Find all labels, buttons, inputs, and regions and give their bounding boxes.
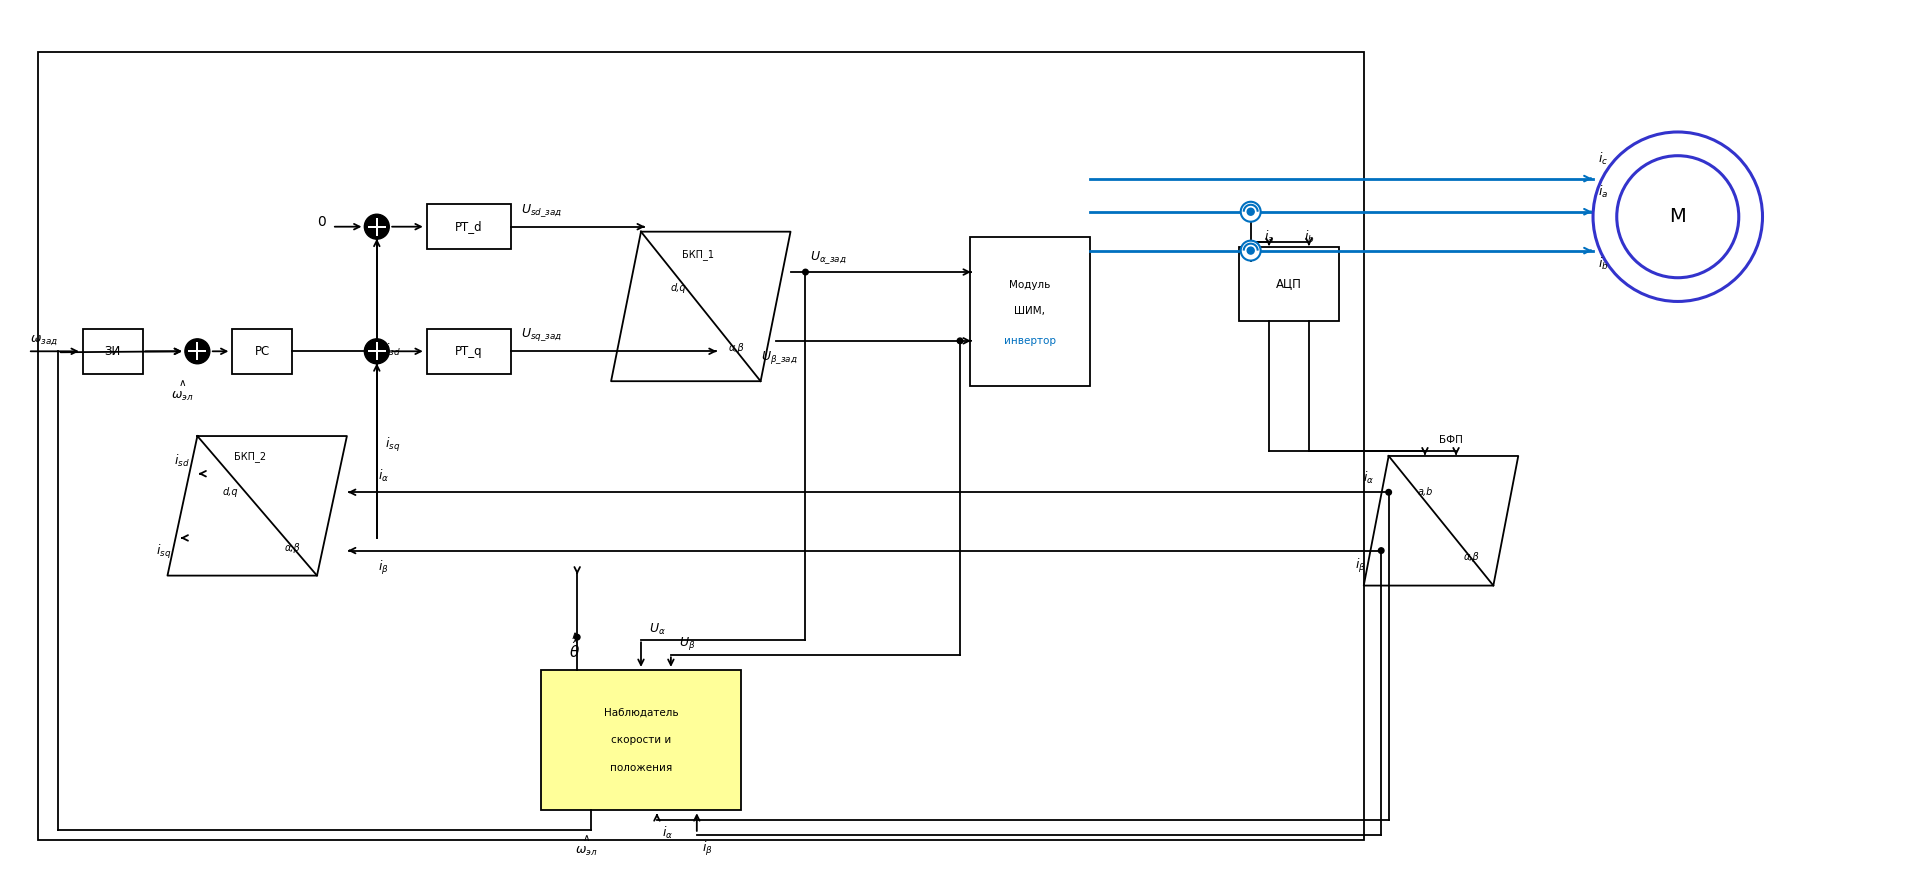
FancyBboxPatch shape	[426, 329, 511, 374]
Text: РТ_q: РТ_q	[455, 345, 482, 358]
Text: БФП: БФП	[1438, 435, 1463, 445]
Text: $i_{\beta}$: $i_{\beta}$	[703, 840, 712, 857]
Text: скорости и: скорости и	[611, 735, 672, 745]
Text: $i_b$: $i_b$	[1304, 228, 1313, 245]
Circle shape	[184, 339, 209, 364]
Circle shape	[1248, 247, 1254, 254]
FancyBboxPatch shape	[83, 329, 142, 374]
Text: 0: 0	[317, 215, 326, 228]
Text: $\hat{\theta}$: $\hat{\theta}$	[568, 640, 580, 661]
Circle shape	[1240, 202, 1261, 221]
Text: $i_{sd}$: $i_{sd}$	[384, 342, 401, 358]
Circle shape	[958, 338, 962, 344]
Text: $U_{\alpha\_зад}$: $U_{\alpha\_зад}$	[810, 249, 847, 266]
Text: α,β: α,β	[1465, 552, 1480, 562]
FancyBboxPatch shape	[970, 237, 1089, 386]
Text: БКП_2: БКП_2	[234, 452, 265, 462]
Text: d,q: d,q	[670, 283, 685, 294]
Text: $i_c$: $i_c$	[1597, 151, 1609, 167]
Text: БКП_1: БКП_1	[682, 249, 714, 260]
Text: $U_{\alpha}$: $U_{\alpha}$	[649, 623, 666, 637]
Text: $\wedge$: $\wedge$	[582, 832, 589, 843]
Text: Наблюдатель: Наблюдатель	[603, 707, 678, 717]
Text: α,β: α,β	[730, 343, 745, 353]
Text: $i_{sd}$: $i_{sd}$	[175, 452, 190, 469]
Text: $i_{\beta}$: $i_{\beta}$	[378, 558, 390, 576]
Text: $U_{sq\_зад}$: $U_{sq\_зад}$	[522, 326, 563, 343]
Text: АЦП: АЦП	[1277, 278, 1302, 290]
Text: $U_{\beta\_зад}$: $U_{\beta\_зад}$	[760, 349, 797, 366]
Text: $i_{\alpha}$: $i_{\alpha}$	[1363, 470, 1373, 487]
Circle shape	[1617, 156, 1740, 278]
FancyBboxPatch shape	[1238, 246, 1338, 322]
Text: d,q: d,q	[223, 487, 238, 497]
Circle shape	[1379, 547, 1384, 554]
Text: α,β: α,β	[286, 543, 301, 553]
FancyBboxPatch shape	[232, 329, 292, 374]
Text: $\omega_{эл}$: $\omega_{эл}$	[171, 390, 194, 402]
Circle shape	[1386, 489, 1392, 495]
Circle shape	[574, 634, 580, 640]
Text: $\omega_{эл}$: $\omega_{эл}$	[574, 845, 597, 858]
Text: $i_{sq}$: $i_{sq}$	[384, 435, 399, 453]
Text: инвертор: инвертор	[1004, 336, 1056, 347]
Circle shape	[1594, 132, 1763, 301]
FancyBboxPatch shape	[426, 204, 511, 249]
Circle shape	[803, 270, 808, 275]
Text: Модуль: Модуль	[1010, 280, 1050, 289]
Text: $i_{\beta}$: $i_{\beta}$	[1356, 556, 1367, 574]
Text: $i_a$: $i_a$	[1263, 228, 1275, 245]
Text: $\wedge$: $\wedge$	[179, 378, 186, 388]
Text: положения: положения	[611, 763, 672, 773]
FancyBboxPatch shape	[541, 670, 741, 810]
Text: $\wedge$: $\wedge$	[570, 630, 578, 641]
Text: РТ_d: РТ_d	[455, 220, 482, 233]
Text: $i_{sq}$: $i_{sq}$	[156, 543, 171, 561]
Circle shape	[365, 214, 390, 239]
Text: ШИМ,: ШИМ,	[1014, 306, 1044, 316]
Text: РС: РС	[255, 345, 271, 358]
Circle shape	[1240, 241, 1261, 261]
Text: $i_{\alpha}$: $i_{\alpha}$	[662, 825, 674, 841]
Text: $\omega_{зад}$: $\omega_{зад}$	[31, 333, 58, 348]
Text: a,b: a,b	[1417, 487, 1432, 497]
Text: $U_{sd\_зад}$: $U_{sd\_зад}$	[522, 202, 563, 219]
Text: $i_{\alpha}$: $i_{\alpha}$	[378, 469, 390, 484]
FancyBboxPatch shape	[38, 52, 1363, 840]
Text: ЗИ: ЗИ	[104, 345, 121, 358]
Circle shape	[365, 339, 390, 364]
Circle shape	[1248, 208, 1254, 215]
Text: $i_b$: $i_b$	[1597, 255, 1609, 271]
Text: $U_{\beta}$: $U_{\beta}$	[680, 635, 695, 652]
Text: $i_a$: $i_a$	[1597, 184, 1609, 200]
Text: М: М	[1668, 207, 1686, 226]
